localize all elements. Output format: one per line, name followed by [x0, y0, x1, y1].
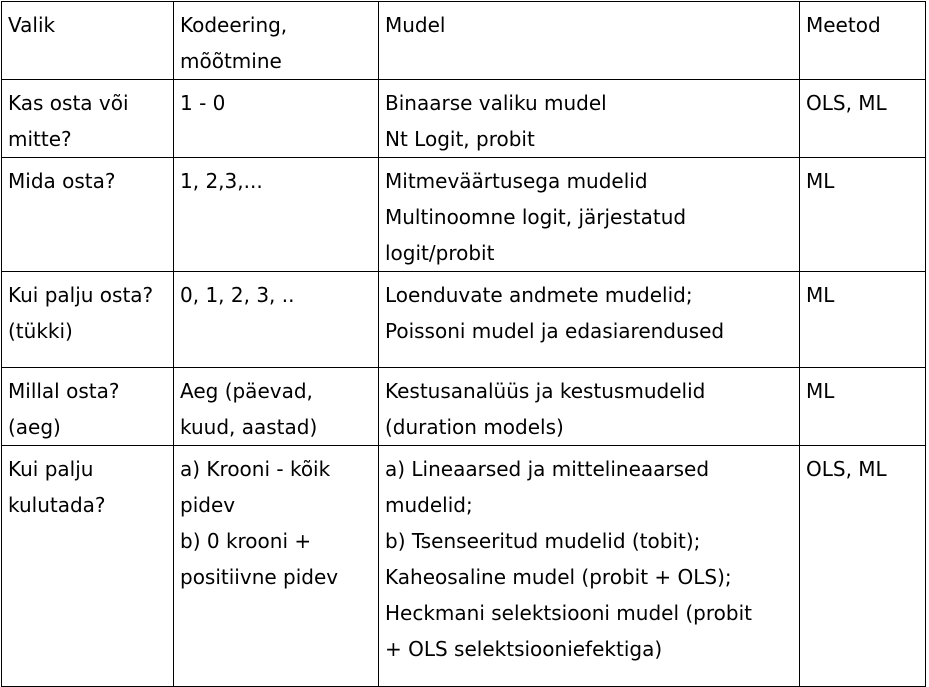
cell-choice: Millal osta? (aeg) [1, 367, 174, 446]
cell-text: Heckmani selektsiooni mudel (probit [385, 601, 752, 625]
cell-text: Mitmeväärtusega mudelid [385, 169, 648, 193]
header-choice-text: Valik [8, 13, 56, 37]
cell-text: Poissoni mudel ja edasiarendused [385, 319, 725, 343]
header-row: Valik Kodeering, mõõtmine Mudel Meetod [1, 1, 926, 80]
cell-text: Multinoomne logit, järjestatud [385, 205, 687, 229]
cell-text: Loenduvate andmete mudelid; [385, 283, 693, 307]
cell-text: OLS, ML [806, 457, 887, 481]
cell-text: (duration models) [385, 415, 564, 439]
cell-text: Kestusanalüüs ja kestusmudelid [385, 379, 706, 403]
cell-text: 1, 2,3,... [180, 169, 263, 193]
cell-coding: 0, 1, 2, 3, .. [173, 271, 379, 368]
cell-method: ML [799, 271, 926, 368]
cell-text: b) 0 krooni + [180, 529, 312, 553]
cell-text: Mida osta? [8, 169, 116, 193]
header-coding-text: Kodeering, [180, 13, 288, 37]
cell-model: Mitmeväärtusega mudelid Multinoomne logi… [378, 157, 800, 272]
cell-text: + OLS selektsiooniefektiga) [385, 637, 663, 661]
table-row: Kui palju kulutada? a) Krooni - kõik pid… [1, 445, 926, 687]
cell-text: Kui palju osta? [8, 283, 154, 307]
header-cell-choice: Valik [1, 1, 174, 80]
cell-text: Kui palju [8, 457, 94, 481]
header-method-text: Meetod [806, 13, 881, 37]
cell-text: b) Tsenseeritud mudelid (tobit); [385, 529, 701, 553]
cell-text: kuud, aastad) [180, 415, 318, 439]
cell-model: Loenduvate andmete mudelid; Poissoni mud… [378, 271, 800, 368]
cell-text: Kas osta või [8, 91, 129, 115]
cell-coding: Aeg (päevad, kuud, aastad) [173, 367, 379, 446]
cell-text: Binaarse valiku mudel [385, 91, 607, 115]
cell-text: (tükki) [8, 319, 73, 343]
cell-text: (aeg) [8, 415, 61, 439]
cell-text: Aeg (päevad, [180, 379, 313, 403]
table-row: Kui palju osta? (tükki) 0, 1, 2, 3, .. L… [1, 271, 926, 368]
cell-text: pidev [180, 493, 236, 517]
cell-text: ML [806, 169, 835, 193]
cell-method: OLS, ML [799, 79, 926, 158]
cell-coding: 1 - 0 [173, 79, 379, 158]
cell-text: 1 - 0 [180, 91, 226, 115]
cell-text: a) Lineaarsed ja mittelineaarsed [385, 457, 710, 481]
cell-text: Kaheosaline mudel (probit + OLS); [385, 565, 732, 589]
cell-choice: Kui palju kulutada? [1, 445, 174, 687]
cell-method: ML [799, 157, 926, 272]
table-row: Mida osta? 1, 2,3,... Mitmeväärtusega mu… [1, 157, 926, 272]
table-row: Kas osta või mitte? 1 - 0 Binaarse valik… [1, 79, 926, 158]
header-cell-coding: Kodeering, mõõtmine [173, 1, 379, 80]
cell-choice: Kui palju osta? (tükki) [1, 271, 174, 368]
cell-text: logit/probit [385, 241, 495, 265]
header-cell-method: Meetod [799, 1, 926, 80]
header-model-text: Mudel [385, 13, 446, 37]
cell-text: mitte? [8, 127, 72, 151]
cell-text: ML [806, 379, 835, 403]
cell-method: OLS, ML [799, 445, 926, 687]
table-row: Millal osta? (aeg) Aeg (päevad, kuud, aa… [1, 367, 926, 446]
cell-text: kulutada? [8, 493, 106, 517]
cell-choice: Mida osta? [1, 157, 174, 272]
cell-method: ML [799, 367, 926, 446]
cell-choice: Kas osta või mitte? [1, 79, 174, 158]
cell-model: Kestusanalüüs ja kestusmudelid (duration… [378, 367, 800, 446]
cell-text: 0, 1, 2, 3, .. [180, 283, 295, 307]
cell-text: a) Krooni - kõik [180, 457, 331, 481]
header-coding-text: mõõtmine [180, 49, 282, 73]
cell-model: a) Lineaarsed ja mittelineaarsed mudelid… [378, 445, 800, 687]
cell-model: Binaarse valiku mudel Nt Logit, probit [378, 79, 800, 158]
cell-text: positiivne pidev [180, 565, 339, 589]
cell-coding: a) Krooni - kõik pidev b) 0 krooni + pos… [173, 445, 379, 687]
cell-text: ML [806, 283, 835, 307]
cell-text: mudelid; [385, 493, 473, 517]
header-cell-model: Mudel [378, 1, 800, 80]
cell-coding: 1, 2,3,... [173, 157, 379, 272]
cell-text: Millal osta? [8, 379, 120, 403]
cell-text: Nt Logit, probit [385, 127, 535, 151]
cell-text: OLS, ML [806, 91, 887, 115]
